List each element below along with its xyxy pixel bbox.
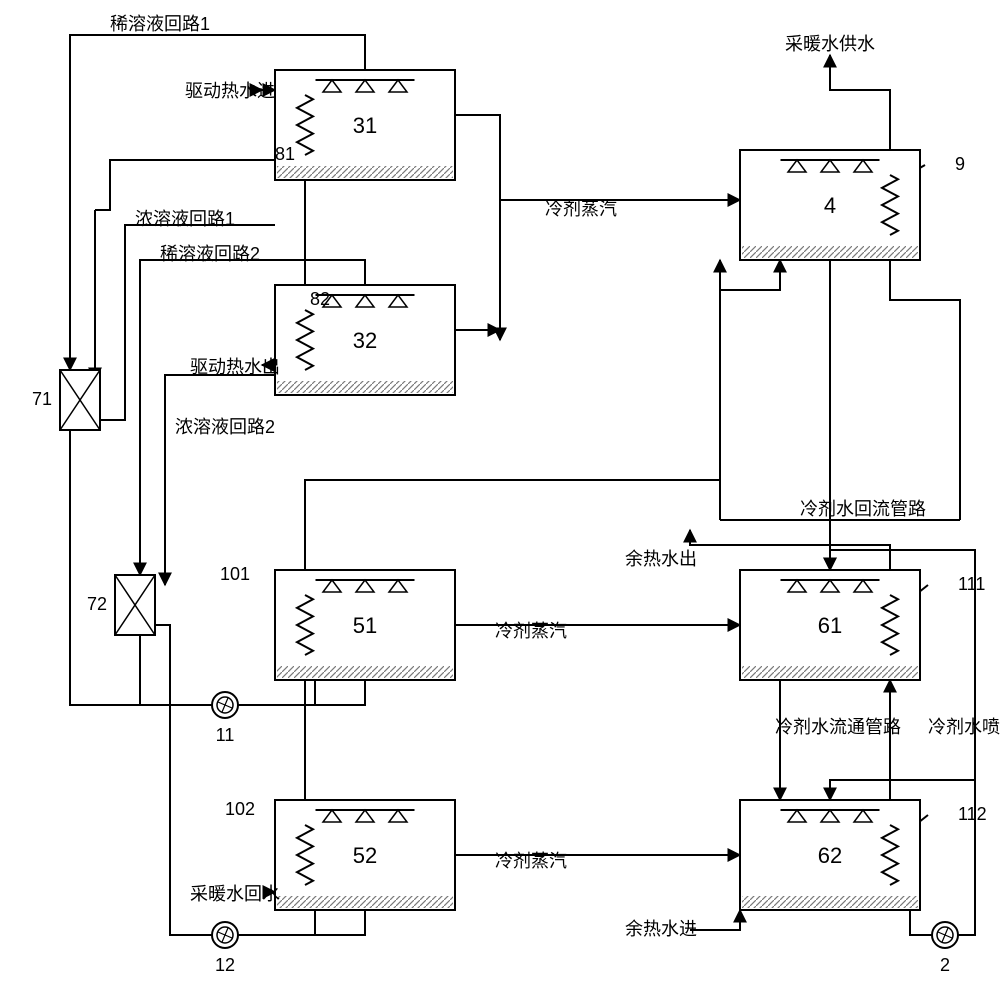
process-flow-diagram: 31 32 51 52 4 61 62 71 72 11 12 2 81 82 9 101 102 111 112…	[0, 0, 1000, 995]
hx-label-71: 71	[32, 389, 52, 409]
pipe	[890, 260, 960, 520]
coil-label: 102	[225, 799, 255, 819]
text-steam_bot: 冷剂蒸汽	[495, 851, 567, 871]
unit-label-62: 62	[818, 843, 842, 868]
pipe	[238, 910, 315, 935]
unit-51: 51	[275, 570, 455, 680]
pipe	[910, 910, 932, 935]
unit-label-4: 4	[824, 193, 836, 218]
unit-61: 61	[740, 570, 920, 680]
unit-52: 52	[275, 800, 455, 910]
text-steam_top: 冷剂蒸汽	[545, 199, 617, 219]
text-spray_path: 冷剂水喷淋管路	[928, 717, 1000, 737]
pipe	[95, 160, 275, 210]
text-flow_path: 冷剂水流通管路	[775, 717, 901, 737]
text-waste_in: 余热水进	[625, 919, 697, 939]
pump-11	[212, 692, 238, 718]
unit-label-32: 32	[353, 328, 377, 353]
text-waste_out: 余热水出	[625, 549, 697, 569]
pipe	[830, 780, 975, 800]
pump-12	[212, 922, 238, 948]
text-steam_mid: 冷剂蒸汽	[495, 621, 567, 641]
coil-label: 112	[958, 804, 987, 824]
pipe	[238, 680, 315, 705]
text-drive_out: 驱动热水出	[190, 357, 280, 377]
text-conc2: 浓溶液回路2	[175, 417, 275, 437]
text-dilute1: 稀溶液回路1	[110, 14, 210, 34]
pump-label-2: 2	[940, 955, 950, 975]
pump-label-11: 11	[216, 725, 235, 745]
unit-4: 4	[740, 150, 920, 260]
text-supply: 采暖水供水	[785, 34, 875, 54]
heat-exchanger-72	[115, 575, 155, 635]
hx-label-72: 72	[87, 594, 107, 614]
coil-label: 82	[310, 289, 330, 309]
pipe	[455, 115, 500, 340]
unit-label-31: 31	[353, 113, 377, 138]
unit-32: 32	[275, 285, 455, 395]
pump-label-12: 12	[215, 955, 235, 975]
text-dilute2: 稀溶液回路2	[160, 244, 260, 264]
pipe	[720, 260, 780, 520]
unit-label-51: 51	[353, 613, 377, 638]
unit-31: 31	[275, 70, 455, 180]
text-conc1: 浓溶液回路1	[135, 209, 235, 229]
coil-label: 101	[220, 564, 250, 584]
coil-label: 111	[958, 574, 985, 594]
pipe	[830, 55, 890, 150]
pump-2	[932, 922, 958, 948]
pipe	[140, 635, 212, 705]
unit-label-52: 52	[353, 843, 377, 868]
unit-62: 62	[740, 800, 920, 910]
heat-exchanger-71	[60, 370, 100, 430]
text-drive_in: 驱动热水进	[185, 81, 275, 101]
text-return_water: 采暖水回水	[190, 884, 280, 904]
coil-label: 9	[955, 154, 965, 174]
unit-label-61: 61	[818, 613, 842, 638]
pipe	[690, 910, 740, 930]
text-return_path: 冷剂水回流管路	[800, 499, 926, 519]
coil-label: 81	[275, 144, 295, 164]
pipe	[165, 375, 275, 420]
